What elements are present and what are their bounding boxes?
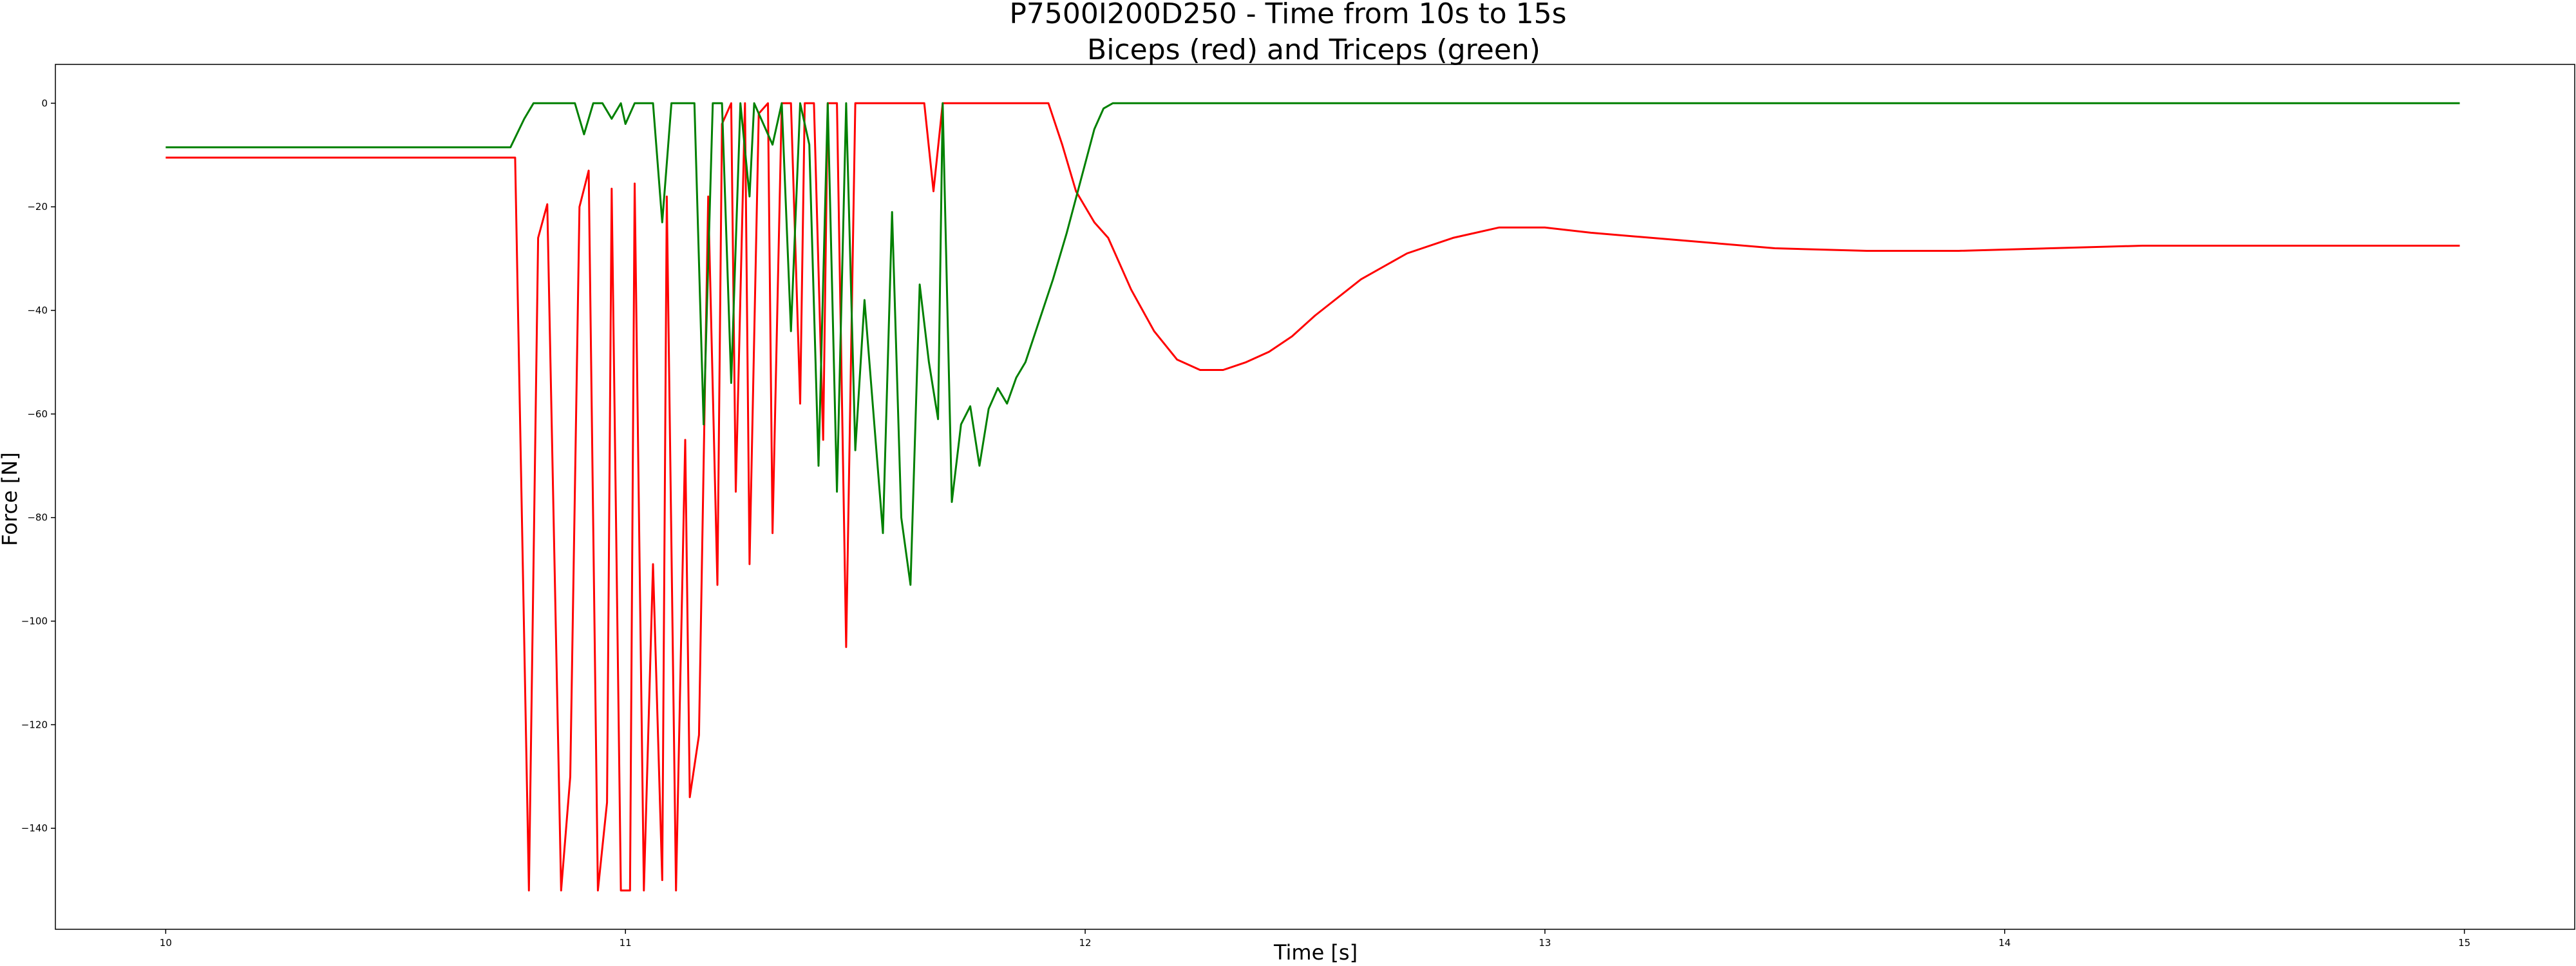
series-line-0 [166, 102, 2460, 892]
y-tick-label: −140 [21, 822, 48, 834]
x-tick-label: 13 [1539, 937, 1551, 949]
y-tick-label: −60 [27, 408, 48, 420]
ticks-layer: 10 11 12 13 14 15 0 −20 −40 −60 −80 −100 −120 −140 [21, 97, 2470, 949]
x-tick-label: 14 [1998, 937, 2011, 949]
x-tick-label: 10 [160, 937, 172, 949]
x-axis-label: Time [s] [1273, 940, 1358, 965]
y-tick-label: −20 [27, 201, 48, 213]
chart-subtitle: Biceps (red) and Triceps (green) [1087, 33, 1540, 66]
y-tick-label: 0 [41, 97, 48, 109]
y-tick-label: −80 [27, 512, 48, 524]
chart-title: P7500I200D250 - Time from 10s to 15s [1009, 0, 1566, 30]
x-tick-label: 15 [2458, 937, 2470, 949]
series-line-1 [166, 102, 2460, 586]
x-tick-label: 12 [1079, 937, 1092, 949]
y-tick-label: −120 [21, 719, 48, 730]
series-layer [166, 102, 2460, 892]
y-axis-label: Force [N] [0, 452, 22, 546]
x-tick-label: 11 [620, 937, 632, 949]
plot-area: 10 11 12 13 14 15 0 −20 −40 −60 −80 −100 −120 −140 [21, 64, 2575, 949]
y-tick-label: −40 [27, 305, 48, 316]
y-tick-label: −100 [21, 616, 48, 627]
plot-frame [55, 64, 2575, 930]
